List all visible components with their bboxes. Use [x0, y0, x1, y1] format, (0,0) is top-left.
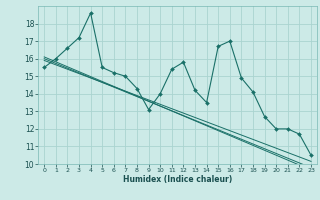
X-axis label: Humidex (Indice chaleur): Humidex (Indice chaleur) — [123, 175, 232, 184]
